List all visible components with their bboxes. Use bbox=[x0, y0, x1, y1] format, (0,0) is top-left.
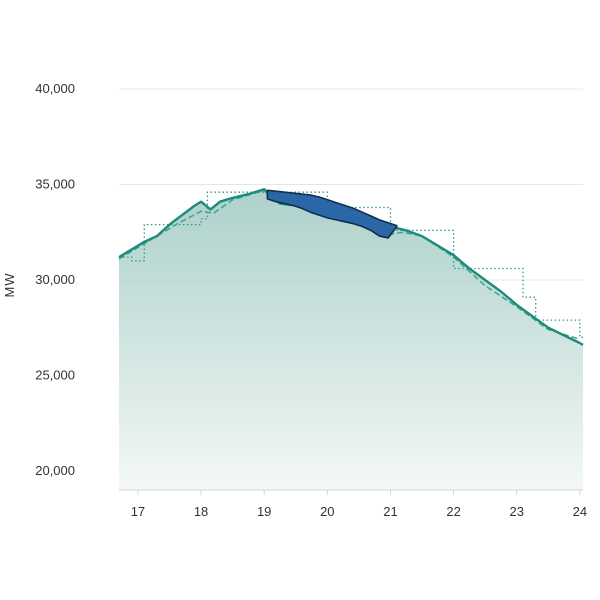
x-tick-label: 18 bbox=[194, 504, 208, 519]
y-tick-label: 40,000 bbox=[35, 81, 75, 96]
y-tick-label: 25,000 bbox=[35, 367, 75, 382]
highlight-layer bbox=[266, 189, 398, 239]
x-tick-label: 21 bbox=[383, 504, 397, 519]
x-tick-label: 19 bbox=[257, 504, 271, 519]
y-axis-title: MW bbox=[2, 272, 17, 297]
x-tick-label: 23 bbox=[509, 504, 523, 519]
highlight-band bbox=[266, 189, 398, 239]
axis-layer: 20,000 25,000 30,000 35,000 40,000 17 18 19 20 21… bbox=[35, 81, 587, 519]
area-layer bbox=[119, 189, 583, 491]
area-fill bbox=[119, 189, 583, 491]
y-tick-label: 30,000 bbox=[35, 272, 75, 287]
y-tick-label: 35,000 bbox=[35, 177, 75, 192]
x-tick-label: 22 bbox=[446, 504, 460, 519]
y-tick-label: 20,000 bbox=[35, 463, 75, 478]
x-tick-label: 17 bbox=[131, 504, 145, 519]
x-tick-label: 20 bbox=[320, 504, 334, 519]
x-tick-label: 24 bbox=[573, 504, 587, 519]
